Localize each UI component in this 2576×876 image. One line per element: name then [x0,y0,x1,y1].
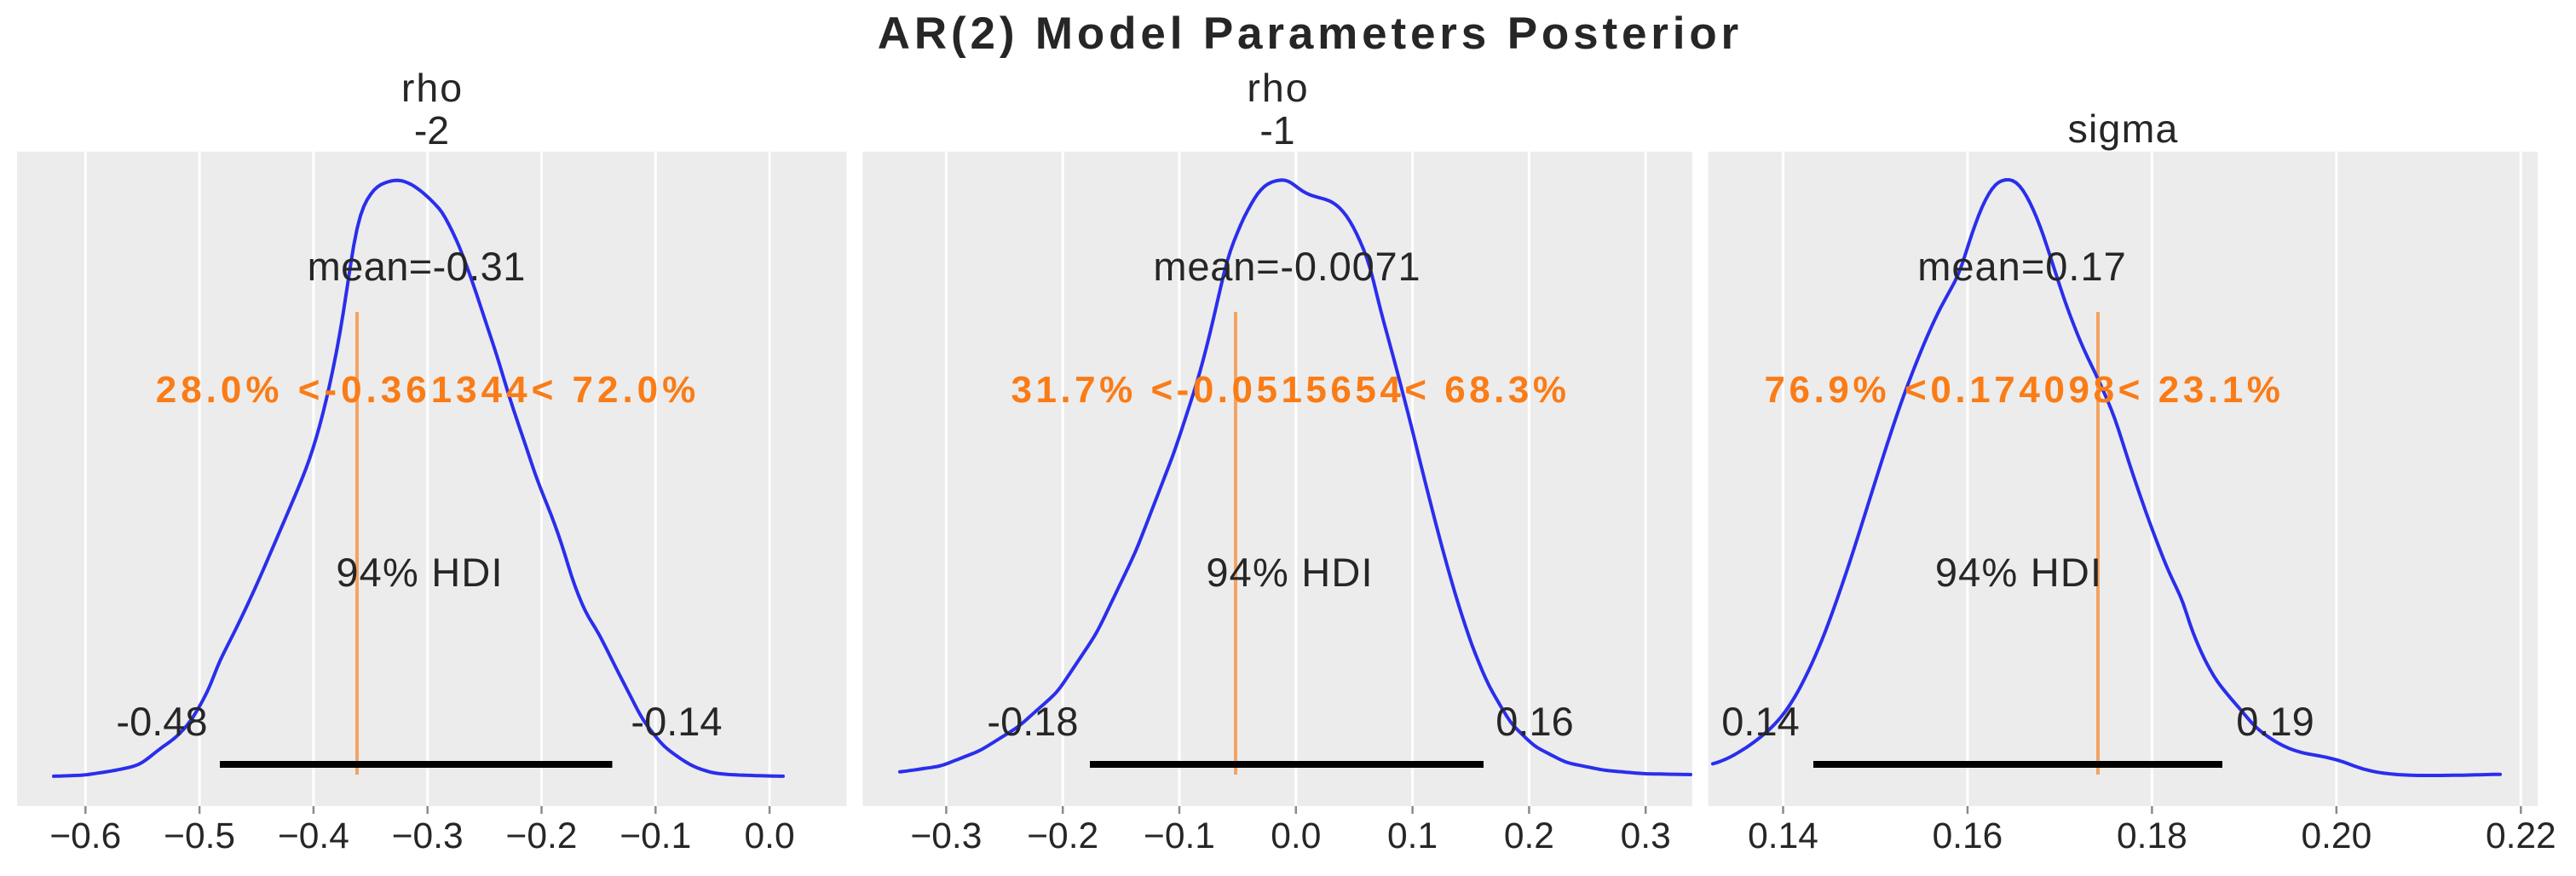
svg-text:94% HDI: 94% HDI [336,550,503,595]
svg-text:−0.1: −0.1 [1144,816,1215,856]
svg-text:mean=-0.0071: mean=-0.0071 [1153,244,1421,289]
svg-text:0.14: 0.14 [1748,816,1818,856]
svg-text:0.22: 0.22 [2486,816,2556,856]
svg-text:rho: rho [401,66,464,110]
svg-text:−0.6: −0.6 [49,816,121,856]
svg-text:-0.18: -0.18 [987,699,1078,744]
svg-text:31.7% <-0.0515654< 68.3%: 31.7% <-0.0515654< 68.3% [1011,369,1570,411]
svg-text:94% HDI: 94% HDI [1206,550,1373,595]
svg-text:−0.2: −0.2 [1027,816,1098,856]
svg-text:0.16: 0.16 [1933,816,2003,856]
svg-text:sigma: sigma [2068,107,2179,151]
svg-text:−0.3: −0.3 [392,816,464,856]
svg-text:94% HDI: 94% HDI [1935,550,2102,595]
svg-text:0.20: 0.20 [2301,816,2371,856]
svg-text:0.2: 0.2 [1504,816,1554,856]
svg-text:0.18: 0.18 [2117,816,2187,856]
svg-text:28.0% <-0.361344< 72.0%: 28.0% <-0.361344< 72.0% [156,369,700,411]
svg-text:-0.48: -0.48 [116,699,207,744]
svg-text:-2: -2 [414,108,449,153]
svg-text:mean=0.17: mean=0.17 [1917,244,2127,289]
svg-text:0.16: 0.16 [1495,699,1573,744]
svg-text:0.19: 0.19 [2236,699,2314,744]
svg-text:AR(2) Model Parameters Posteri: AR(2) Model Parameters Posterior [878,9,1743,59]
svg-text:rho: rho [1247,66,1309,110]
svg-text:76.9% <0.174098< 23.1%: 76.9% <0.174098< 23.1% [1764,369,2284,411]
svg-text:−0.4: −0.4 [278,816,349,856]
svg-text:−0.1: −0.1 [620,816,691,856]
svg-text:0.1: 0.1 [1387,816,1438,856]
svg-text:0.3: 0.3 [1621,816,1671,856]
svg-text:0.14: 0.14 [1721,699,1799,744]
svg-text:0.0: 0.0 [745,816,795,856]
svg-text:mean=-0.31: mean=-0.31 [308,244,526,289]
svg-text:−0.5: −0.5 [164,816,235,856]
svg-text:-0.14: -0.14 [631,699,722,744]
svg-text:−0.2: −0.2 [506,816,578,856]
svg-text:-1: -1 [1259,108,1294,153]
svg-text:−0.3: −0.3 [910,816,982,856]
svg-text:0.0: 0.0 [1271,816,1321,856]
